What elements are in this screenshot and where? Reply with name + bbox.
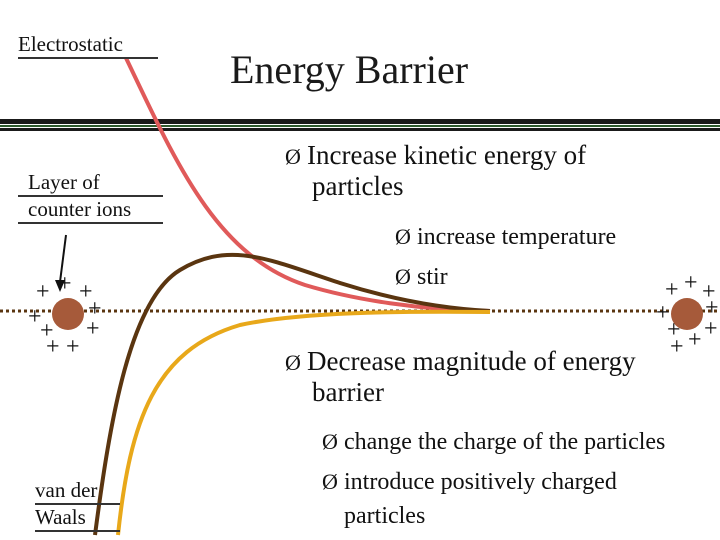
- label-vdw-line2: Waals: [35, 505, 120, 532]
- charge-sign: +: [702, 279, 716, 305]
- bullet-arrow-icon: Ø: [285, 144, 301, 169]
- vdw-curve: [116, 309, 491, 536]
- charge-sign: +: [667, 317, 681, 343]
- particle-left: [52, 298, 84, 330]
- bullet-line1: Ø Increase kinetic energy of: [285, 140, 587, 170]
- charge-sign: +: [58, 271, 72, 297]
- header-rule-green: [0, 125, 720, 127]
- charge-sign: +: [670, 334, 684, 360]
- bullet-arrow-icon: Ø: [285, 350, 301, 375]
- charge-sign: +: [86, 316, 100, 342]
- label-vdw-line1: van der: [35, 478, 120, 505]
- label-electrostatic: Electrostatic: [18, 32, 158, 59]
- bullet-arrow-icon: Ø: [322, 429, 338, 454]
- charge-sign: +: [28, 304, 42, 330]
- label-counter-ions-line2: counter ions: [18, 197, 163, 224]
- charge-sign: +: [88, 296, 102, 322]
- header-rule-bottom: [0, 128, 720, 131]
- page-title: Energy Barrier: [230, 47, 469, 92]
- net-energy-curve: [93, 252, 491, 536]
- charge-sign: +: [36, 279, 50, 305]
- bullet-line1: Ø Decrease magnitude of energy: [285, 346, 636, 376]
- charge-sign: +: [704, 316, 718, 342]
- bullet-arrow-icon: Ø: [395, 264, 411, 289]
- charge-sign: +: [665, 277, 679, 303]
- charge-sign: +: [705, 295, 719, 321]
- bullet-increase-kinetic: Ø Increase kinetic energy of particles: [285, 140, 586, 202]
- charge-sign: +: [66, 334, 80, 360]
- charge-sign: +: [656, 300, 670, 326]
- particle-right: [671, 298, 703, 330]
- sub-introduce-positive-cont: particles: [344, 503, 426, 529]
- electrostatic-curve: [124, 57, 491, 313]
- bullet-arrow-icon: Ø: [395, 224, 411, 249]
- label-counter-ions: Layer of counter ions: [18, 170, 163, 224]
- charge-sign: +: [79, 279, 93, 305]
- bullet-line2: particles: [312, 171, 404, 201]
- charge-sign: +: [40, 318, 54, 344]
- label-van-der-waals: van der Waals: [35, 478, 120, 532]
- charge-sign: +: [684, 270, 698, 296]
- charge-sign: +: [46, 334, 60, 360]
- charge-sign: +: [688, 327, 702, 353]
- pointer-arrowhead: [55, 280, 65, 292]
- label-counter-ions-line1: Layer of: [18, 170, 163, 197]
- header-rule-top: [0, 119, 720, 124]
- bullet-decrease-barrier: Ø Decrease magnitude of energy barrier: [285, 346, 636, 408]
- bullet-arrow-icon: Ø: [322, 469, 338, 494]
- bullet-line2: barrier: [312, 377, 384, 407]
- pointer-line: [59, 234, 67, 283]
